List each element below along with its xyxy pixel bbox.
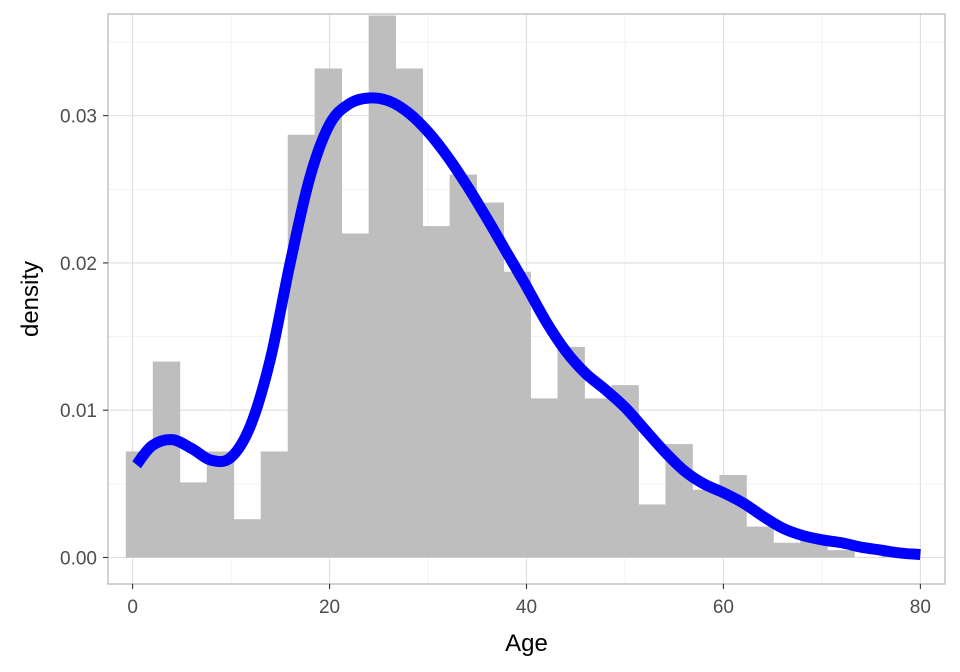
histogram-bar [179, 482, 208, 558]
histogram-bar [746, 526, 774, 558]
histogram-bar [125, 451, 154, 558]
x-tick-label: 20 [319, 597, 340, 618]
x-tick-label: 80 [910, 597, 931, 618]
histogram-bar [692, 489, 720, 558]
histogram-bar [206, 451, 235, 558]
histogram-bar [152, 361, 181, 558]
histogram-bar [476, 202, 504, 558]
histogram-bar [773, 542, 801, 558]
histogram-bar [557, 346, 585, 558]
axis-ticks: 0 20 40 60 80 0.00 0.01 0.02 0.03 [60, 107, 931, 618]
x-tick-label: 60 [713, 597, 734, 618]
x-tick-label: 40 [516, 597, 537, 618]
histogram-bar [530, 398, 558, 558]
x-axis-title: Age [505, 630, 548, 657]
histogram-bar [260, 451, 289, 558]
histogram-bar [395, 68, 424, 558]
y-axis-title: density [17, 261, 44, 337]
y-tick-label: 0.03 [60, 107, 97, 128]
histogram-bar [638, 504, 666, 558]
density-curve-layer [132, 92, 921, 561]
histogram-bar [584, 398, 612, 558]
histogram-bar [233, 519, 262, 558]
y-tick-label: 0.02 [60, 254, 97, 275]
y-tick-label: 0.01 [60, 401, 97, 422]
density-curve [132, 92, 921, 561]
histogram-bar [422, 226, 450, 558]
histogram-bar [827, 550, 855, 558]
y-tick-label: 0.00 [60, 548, 97, 569]
histogram-bar [503, 271, 531, 558]
histogram-bars [125, 15, 909, 558]
histogram-bar [341, 233, 370, 558]
x-tick-label: 0 [127, 597, 138, 618]
histogram-bar [449, 174, 477, 558]
